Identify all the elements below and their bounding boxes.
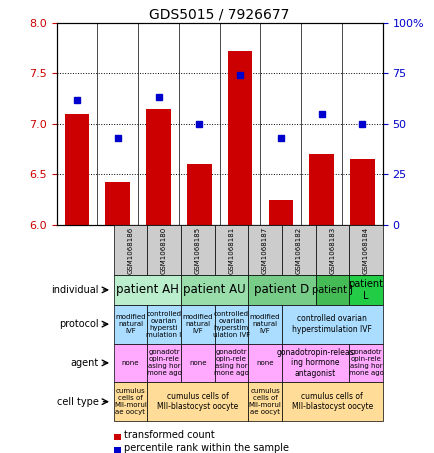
Text: modified
natural
IVF: modified natural IVF [115, 314, 145, 334]
Text: patient
L: patient L [348, 279, 383, 301]
Bar [214, 305, 248, 343]
Text: cumulus cells of
MII-blastocyst oocyte: cumulus cells of MII-blastocyst oocyte [157, 392, 238, 411]
Text: cumulus cells of
MII-blastocyst oocyte: cumulus cells of MII-blastocyst oocyte [291, 392, 372, 411]
Bar [349, 225, 382, 275]
Bar [187, 164, 211, 225]
Text: individual: individual [51, 285, 99, 295]
Bar [113, 382, 147, 421]
Bar [214, 225, 248, 275]
Bar [113, 448, 121, 453]
Bar [147, 225, 181, 275]
Text: patient AH: patient AH [115, 284, 178, 296]
Bar [113, 343, 147, 382]
Bar [248, 343, 281, 382]
Text: none: none [122, 360, 139, 366]
Text: patient J: patient J [311, 285, 352, 295]
Text: GSM1068186: GSM1068186 [127, 226, 133, 274]
Bar [113, 275, 181, 305]
Text: controlled ovarian
hyperstimulation IVF: controlled ovarian hyperstimulation IVF [292, 314, 372, 334]
Bar [65, 114, 89, 225]
Text: controlled
ovarian
hypersti
mulation I: controlled ovarian hypersti mulation I [146, 311, 181, 337]
Text: modified
natural
IVF: modified natural IVF [249, 314, 279, 334]
Text: protocol: protocol [59, 319, 99, 329]
Text: GSM1068183: GSM1068183 [329, 226, 335, 274]
Bar [146, 109, 170, 225]
Text: none: none [188, 360, 206, 366]
Bar [181, 275, 248, 305]
Text: transformed count: transformed count [124, 430, 214, 440]
Text: gonadotr
opin-rele
asing hor
mone ago: gonadotr opin-rele asing hor mone ago [214, 349, 248, 376]
Bar [147, 343, 181, 382]
Text: gonadotropin-releas
ing hormone
antagonist: gonadotropin-releas ing hormone antagoni… [276, 348, 354, 378]
Bar [248, 275, 315, 305]
Text: GSM1068181: GSM1068181 [228, 226, 234, 274]
Bar [113, 225, 147, 275]
Bar [227, 51, 252, 225]
Text: cumulus
cells of
MII-morul
ae oocyt: cumulus cells of MII-morul ae oocyt [248, 388, 281, 415]
Bar [248, 225, 281, 275]
Text: cell type: cell type [57, 397, 99, 407]
Text: GSM1068182: GSM1068182 [295, 226, 301, 274]
Text: modified
natural
IVF: modified natural IVF [182, 314, 213, 334]
Bar [281, 225, 315, 275]
Bar [181, 343, 214, 382]
Bar [147, 382, 248, 421]
Text: patient AU: patient AU [183, 284, 245, 296]
Bar [248, 382, 281, 421]
Text: GSM1068187: GSM1068187 [261, 226, 267, 274]
Bar [281, 343, 349, 382]
Text: GSM1068184: GSM1068184 [362, 226, 368, 274]
Bar [113, 305, 147, 343]
Text: none: none [256, 360, 273, 366]
Text: agent: agent [71, 358, 99, 368]
Bar [349, 275, 382, 305]
Text: GSM1068180: GSM1068180 [161, 226, 167, 274]
Text: controlled
ovarian
hyperstim
ulation IVF: controlled ovarian hyperstim ulation IVF [212, 311, 250, 337]
Bar [309, 154, 333, 225]
Text: percentile rank within the sample: percentile rank within the sample [124, 443, 289, 453]
Bar [281, 305, 382, 343]
Bar [315, 225, 349, 275]
Text: gonadotr
opin-rele
asing hor
mone ago: gonadotr opin-rele asing hor mone ago [146, 349, 181, 376]
Text: GSM1068185: GSM1068185 [194, 226, 201, 274]
Bar [181, 225, 214, 275]
Bar [315, 275, 349, 305]
Bar [113, 434, 121, 440]
Bar [181, 305, 214, 343]
Text: gonadotr
opin-rele
asing hor
mone ago: gonadotr opin-rele asing hor mone ago [348, 349, 382, 376]
Bar [268, 200, 293, 225]
Bar [147, 305, 181, 343]
Title: GDS5015 / 7926677: GDS5015 / 7926677 [149, 8, 289, 21]
Bar [281, 382, 382, 421]
Text: cumulus
cells of
MII-morul
ae oocyt: cumulus cells of MII-morul ae oocyt [114, 388, 147, 415]
Bar [349, 343, 382, 382]
Text: patient D: patient D [253, 284, 309, 296]
Bar [214, 343, 248, 382]
Bar [349, 159, 374, 225]
Bar [248, 305, 281, 343]
Bar [105, 183, 130, 225]
